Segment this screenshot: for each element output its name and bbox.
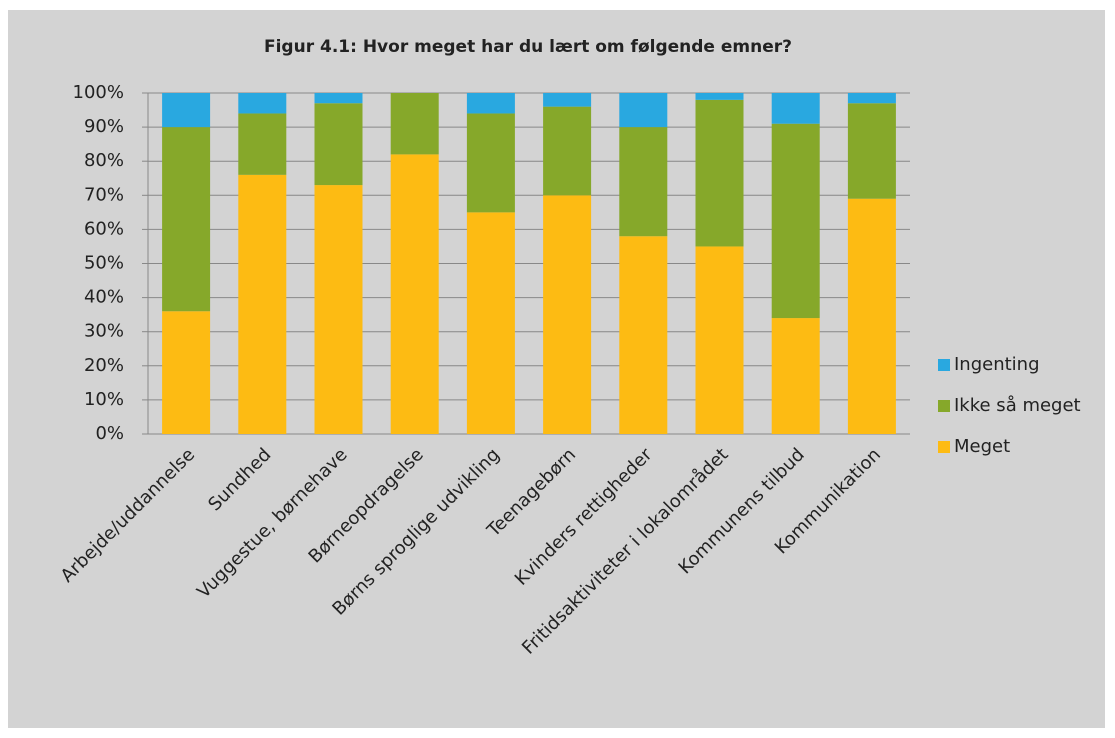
bar-segment (466, 212, 515, 434)
bar-segment (847, 103, 896, 199)
bar-segment (847, 198, 896, 434)
legend-swatch (938, 359, 950, 371)
y-tick-label: 30% (84, 321, 124, 342)
y-tick-label: 10% (84, 389, 124, 410)
bar-segment (695, 93, 744, 100)
bar-segment (238, 174, 287, 434)
bar-segment (695, 246, 744, 434)
bar-segment (314, 103, 363, 186)
y-tick-label: 20% (84, 355, 124, 376)
y-tick-label: 100% (73, 82, 124, 103)
y-tick-label: 90% (84, 116, 124, 137)
bar-segment (543, 106, 592, 196)
bar-segment (619, 93, 668, 128)
y-tick-label: 60% (84, 218, 124, 239)
bar-segment (314, 185, 363, 434)
bar-segment (238, 93, 287, 114)
legend-label: Ingenting (954, 354, 1040, 375)
legend-label: Ikke så meget (954, 395, 1081, 416)
y-tick-label: 0% (95, 423, 124, 444)
bar-segment (695, 99, 744, 247)
bar-segment (238, 113, 287, 175)
bar-segment (466, 93, 515, 114)
bar-segment (543, 93, 592, 107)
bar-segment (771, 318, 820, 434)
bar-segment (162, 311, 211, 434)
bar-segment (162, 127, 211, 312)
legend-swatch (938, 441, 950, 453)
bar-segment (619, 236, 668, 434)
y-tick-label: 70% (84, 184, 124, 205)
bar-segment (771, 123, 820, 319)
bar-segment (543, 195, 592, 434)
bar-segment (390, 154, 439, 434)
bar-segment (466, 113, 515, 213)
bar-segment (847, 93, 896, 104)
bar-segment (390, 93, 439, 155)
bar-segment (771, 93, 820, 124)
bar-segment (162, 93, 211, 128)
bar-segment (619, 127, 668, 237)
legend-swatch (938, 400, 950, 412)
y-tick-label: 80% (84, 150, 124, 171)
bar-segment (314, 93, 363, 104)
y-tick-label: 50% (84, 253, 124, 274)
chart-title: Figur 4.1: Hvor meget har du lært om føl… (264, 37, 792, 57)
legend-label: Meget (954, 436, 1010, 457)
y-tick-label: 40% (84, 287, 124, 308)
